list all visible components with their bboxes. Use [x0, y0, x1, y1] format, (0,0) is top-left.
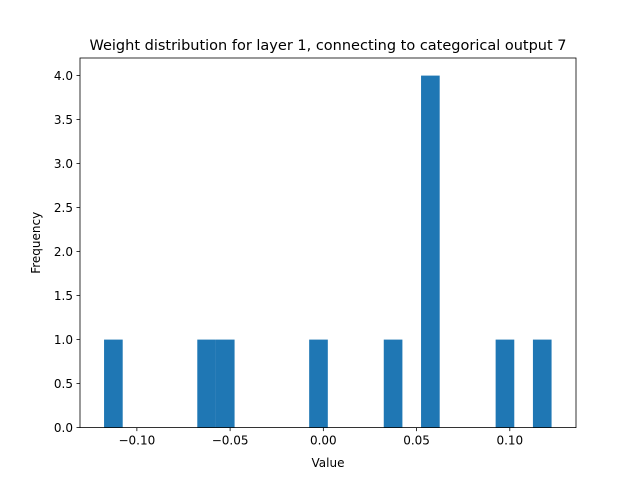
y-tick-label: 0.0	[54, 421, 73, 435]
histogram-bar	[383, 339, 403, 428]
y-tick-label: 2.0	[54, 245, 73, 259]
histogram-bar	[532, 339, 552, 428]
y-tick-label: 3.5	[54, 113, 73, 127]
y-axis-ticks: 0.0 0.5 1.0 1.5 2.0 2.5 3.0 3.5 4.0	[54, 69, 80, 435]
x-tick-label: −0.05	[212, 434, 249, 448]
histogram-bar	[197, 339, 216, 428]
plot-frame	[79, 57, 577, 429]
y-tick-label: 4.0	[54, 69, 73, 83]
bars-group	[104, 75, 552, 428]
x-tick-label: −0.10	[118, 434, 155, 448]
x-tick-label: 0.00	[310, 434, 337, 448]
y-tick-label: 2.5	[54, 201, 73, 215]
histogram-bar	[104, 339, 123, 428]
x-tick-label: 0.10	[496, 434, 523, 448]
y-tick-label: 3.0	[54, 157, 73, 171]
x-axis-ticks: −0.10 −0.05 0.00 0.05 0.10	[118, 427, 523, 448]
y-tick-label: 1.0	[54, 333, 73, 347]
chart-title: Weight distribution for layer 1, connect…	[89, 38, 566, 54]
histogram-bar	[495, 339, 515, 428]
histogram-bar	[215, 339, 235, 428]
x-tick-label: 0.05	[403, 434, 430, 448]
y-tick-label: 1.5	[54, 289, 73, 303]
histogram-bar	[421, 75, 440, 428]
y-tick-label: 0.5	[54, 377, 73, 391]
histogram-bar	[309, 339, 328, 428]
x-axis-label: Value	[312, 456, 345, 470]
y-axis-label: Frequency	[29, 212, 43, 274]
